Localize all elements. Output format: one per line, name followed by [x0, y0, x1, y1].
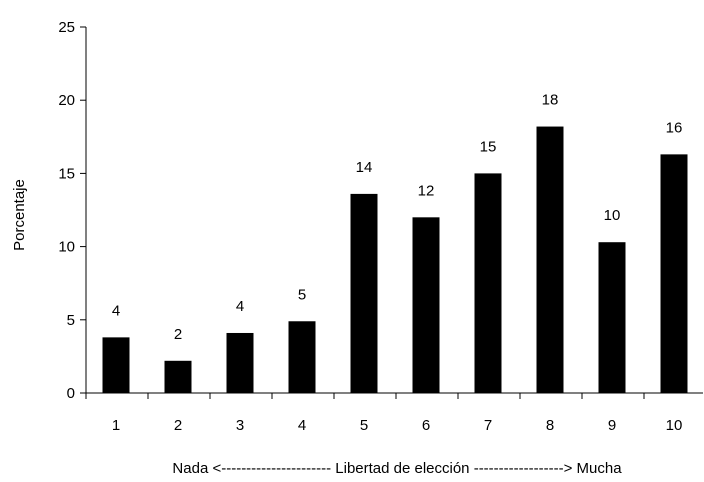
- data-label: 4: [236, 298, 244, 315]
- bar: [598, 242, 626, 393]
- bar: [164, 360, 192, 393]
- y-axis: 0 5 10 15 20 25: [58, 19, 87, 402]
- x-tick-label: 4: [298, 417, 306, 434]
- y-tick-label: 20: [58, 92, 75, 109]
- bar: [226, 332, 254, 393]
- bar: [536, 126, 564, 393]
- x-tick-label: 6: [422, 417, 430, 434]
- y-tick-label: 10: [58, 239, 75, 256]
- x-tick-label: 8: [546, 417, 554, 434]
- y-axis-title: Porcentaje: [11, 179, 28, 251]
- data-label: 18: [542, 92, 559, 109]
- data-labels: 4 2 4 5 14 12 15 18 10 16: [112, 92, 683, 343]
- bar: [660, 154, 688, 393]
- data-label: 16: [666, 119, 683, 136]
- x-tick-label: 10: [666, 417, 683, 434]
- y-tick-label: 5: [67, 312, 75, 329]
- data-label: 15: [480, 138, 497, 155]
- data-label: 10: [604, 207, 621, 224]
- x-axis-title: Nada <---------------------- Libertad de…: [172, 460, 622, 477]
- x-tick-label: 3: [236, 417, 244, 434]
- data-label: 5: [298, 286, 306, 303]
- x-tick-label: 1: [112, 417, 120, 434]
- x-tick-label: 7: [484, 417, 492, 434]
- x-tick-label: 5: [360, 417, 368, 434]
- bar: [350, 193, 378, 393]
- y-tick-label: 15: [58, 165, 75, 182]
- bar: [474, 173, 502, 393]
- bar: [412, 217, 440, 393]
- bar: [288, 321, 316, 393]
- x-tick-label: 2: [174, 417, 182, 434]
- x-tick-label: 9: [608, 417, 616, 434]
- bar: [102, 337, 130, 393]
- data-label: 4: [112, 302, 120, 319]
- y-tick-label: 0: [67, 385, 75, 402]
- data-label: 14: [356, 159, 373, 176]
- data-label: 12: [418, 182, 435, 199]
- data-label: 2: [174, 326, 182, 343]
- x-axis: 1 2 3 4 5 6 7 8 9 10: [85, 392, 703, 434]
- bars: [102, 126, 688, 393]
- y-tick-label: 25: [58, 19, 75, 36]
